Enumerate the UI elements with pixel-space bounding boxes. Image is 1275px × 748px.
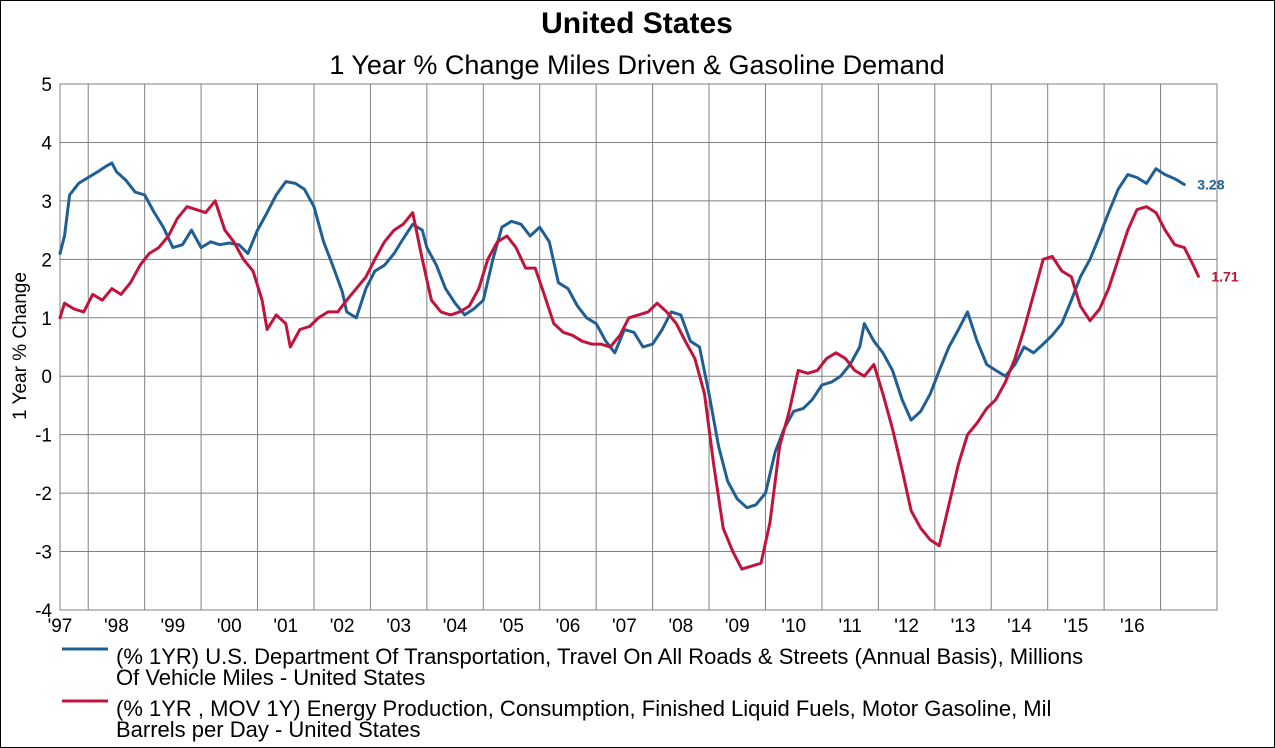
legend: (% 1YR) U.S. Department Of Transportatio… xyxy=(62,644,1083,742)
x-tick-label: '15 xyxy=(1064,616,1089,637)
x-tick-label: '05 xyxy=(499,616,524,637)
y-tick-labels: 5 4 3 2 1 0 -1 -2 -3 -4 xyxy=(35,75,52,622)
y-tick-label: 3 xyxy=(41,192,52,213)
y-tick-label: 2 xyxy=(41,250,52,271)
chart-subtitle: 1 Year % Change Miles Driven & Gasoline … xyxy=(329,50,944,80)
end-value-label: 3.28 xyxy=(1197,177,1224,193)
y-tick-label: 5 xyxy=(41,75,52,96)
x-tick-label: '09 xyxy=(725,616,750,637)
y-tick-label: 0 xyxy=(41,367,52,388)
x-tick-label: '97 xyxy=(48,616,73,637)
chart-title: United States xyxy=(541,7,733,40)
y-tick-label: 1 xyxy=(41,309,52,330)
x-tick-label: '11 xyxy=(838,616,861,637)
end-labels: 3.28 1.71 xyxy=(1197,177,1239,285)
x-tick-label: '01 xyxy=(273,616,298,637)
x-tick-label: '12 xyxy=(894,616,919,637)
x-tick-label: '06 xyxy=(556,616,581,637)
legend-label-cont: Barrels per Day - United States xyxy=(116,717,420,742)
x-tick-label: '08 xyxy=(668,616,693,637)
x-tick-label: '10 xyxy=(781,616,806,637)
legend-label-cont: Of Vehicle Miles - United States xyxy=(116,665,425,690)
y-tick-label: -1 xyxy=(35,426,52,447)
x-tick-label: '04 xyxy=(443,616,468,637)
y-tick-label: -3 xyxy=(35,543,52,564)
y-tick-label: -4 xyxy=(35,601,52,622)
y-axis-label: 1 Year % Change xyxy=(10,272,31,420)
plot-border xyxy=(59,83,1218,611)
x-tick-labels: '97 '98 '99 '00 '01 '02 '03 '04 '05 '06 '07 '08 '09 '… xyxy=(48,616,1145,637)
x-tick-label: '98 xyxy=(104,616,129,637)
x-tick-label: '00 xyxy=(217,616,242,637)
x-tick-label: '13 xyxy=(951,616,976,637)
x-tick-label: '16 xyxy=(1120,616,1145,637)
x-tick-label: '03 xyxy=(386,616,411,637)
x-tick-label: '07 xyxy=(612,616,637,637)
x-tick-label: '02 xyxy=(330,616,355,637)
plot-area xyxy=(59,83,1218,611)
series-line-2 xyxy=(58,199,1200,571)
end-value-label: 1.71 xyxy=(1211,268,1238,284)
series-lines xyxy=(58,161,1200,571)
y-tick-label: -2 xyxy=(35,484,52,505)
y-tick-label: 4 xyxy=(41,133,52,154)
legend-label: (% 1YR , MOV 1Y) Energy Production, Cons… xyxy=(116,696,1051,721)
grid xyxy=(60,83,1217,611)
x-tick-label: '14 xyxy=(1007,616,1032,637)
x-tick-label: '99 xyxy=(160,616,185,637)
legend-label: (% 1YR) U.S. Department Of Transportatio… xyxy=(116,644,1083,669)
